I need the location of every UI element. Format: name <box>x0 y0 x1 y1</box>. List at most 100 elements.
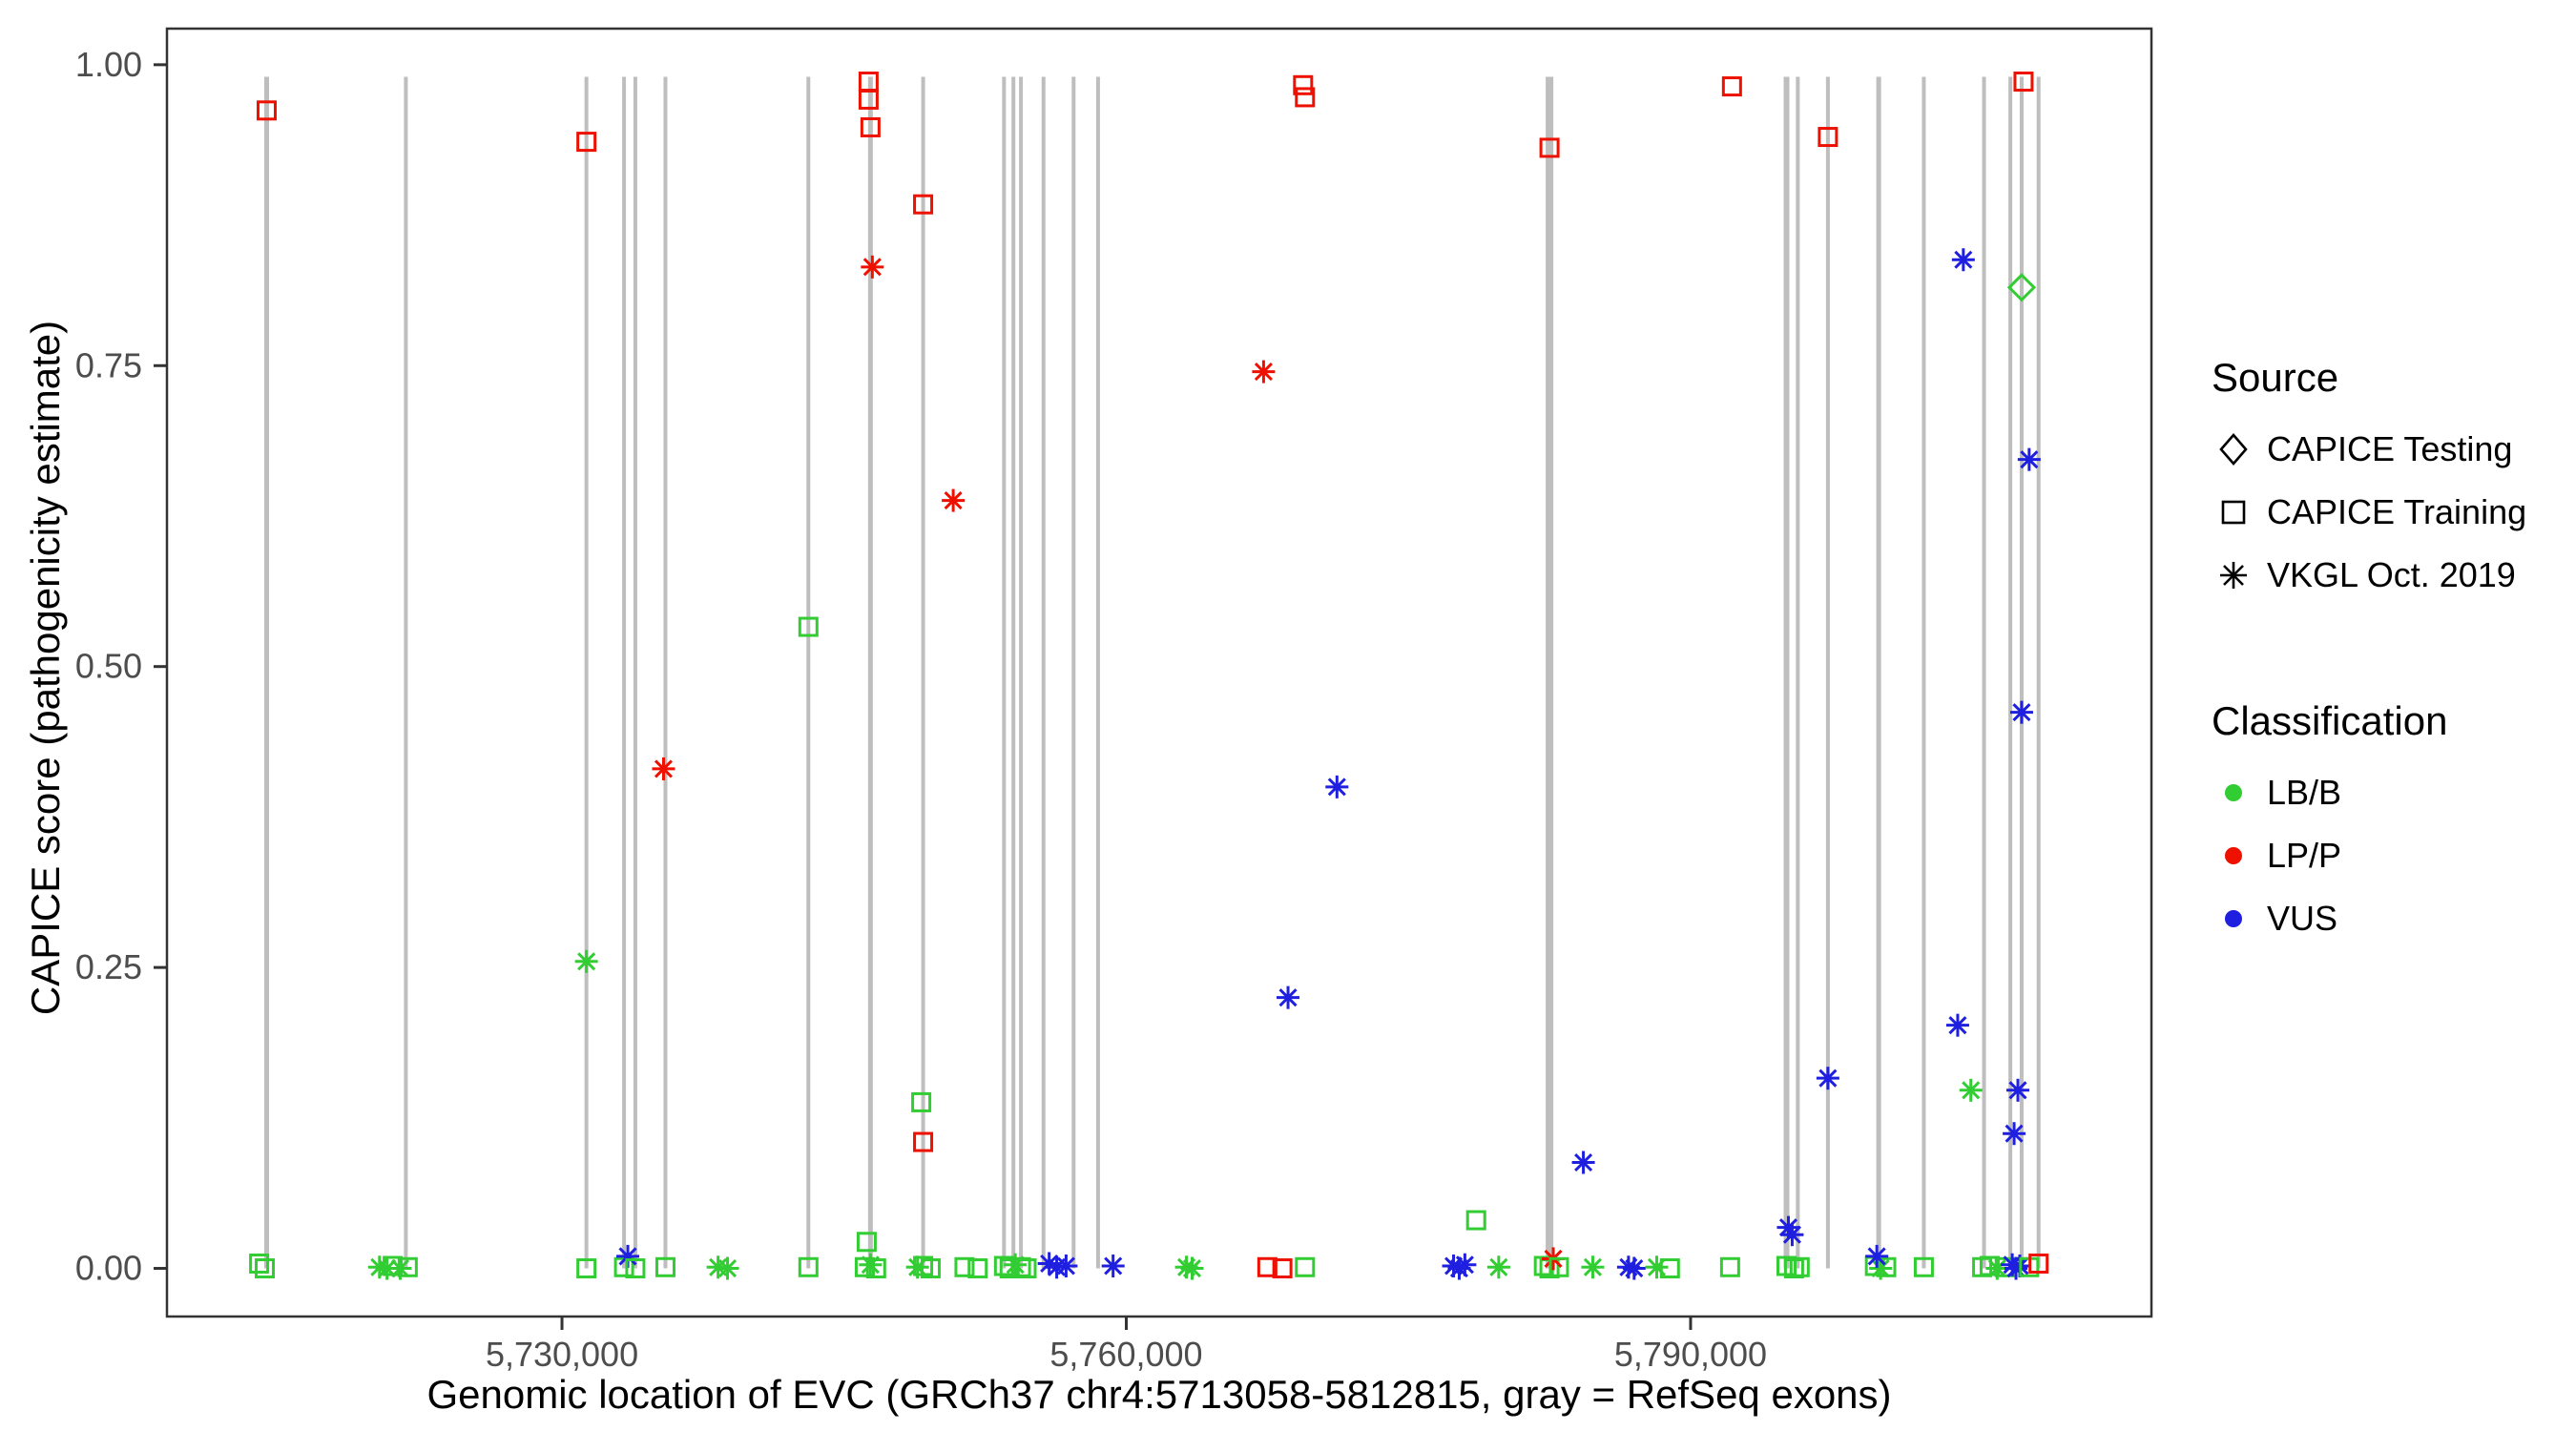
data-point <box>2012 703 2031 722</box>
data-point <box>2005 1124 2024 1143</box>
data-point <box>1016 1258 1037 1279</box>
legend-source-title: Source <box>2212 355 2339 400</box>
y-axis-title: CAPICE score (pathogenicity estimate) <box>23 320 68 1016</box>
data-point <box>858 89 879 110</box>
data-point <box>1954 250 1973 269</box>
data-point <box>1327 778 1346 797</box>
legend-label: CAPICE Testing <box>2267 429 2513 468</box>
red-dot-icon <box>2212 834 2255 878</box>
data-point <box>1272 1258 1293 1279</box>
data-point <box>798 616 819 637</box>
legend-item-lbb: LB/B <box>2212 761 2574 824</box>
diamond-icon <box>2212 427 2255 471</box>
data-point <box>2006 273 2037 302</box>
data-point <box>1056 1256 1075 1275</box>
data-point <box>249 1253 270 1274</box>
data-point <box>1583 1257 1602 1276</box>
data-point <box>2013 72 2034 93</box>
x-tick-label: 5,790,000 <box>1614 1335 1767 1374</box>
data-point <box>1818 1068 1838 1088</box>
data-point <box>1489 1257 1508 1276</box>
legend: Source CAPICE Testing CAPICE Training <box>2212 355 2574 950</box>
data-point <box>944 491 963 510</box>
legend-label: VKGL Oct. 2019 <box>2267 555 2516 594</box>
legend-item-lpp: LP/P <box>2212 824 2574 887</box>
data-point <box>1871 1258 1890 1278</box>
data-point <box>1962 1081 1981 1100</box>
data-point <box>2008 1081 2027 1100</box>
data-point <box>1789 1256 1810 1277</box>
data-point <box>1257 1256 1278 1277</box>
legend-classification-section: Classification LB/B LP/P VUS <box>2212 698 2574 950</box>
data-point <box>577 952 596 971</box>
data-point <box>1782 1225 1801 1244</box>
data-point <box>1867 1247 1886 1266</box>
data-point <box>2020 450 2039 469</box>
data-point <box>862 258 882 277</box>
blue-dot-icon <box>2212 897 2255 941</box>
data-point <box>1539 137 1560 158</box>
data-point <box>2028 1253 2049 1274</box>
green-dot-icon <box>2212 771 2255 815</box>
data-point <box>1293 74 1314 95</box>
legend-item-vkgl: VKGL Oct. 2019 <box>2212 544 2574 607</box>
asterisk-icon <box>2212 553 2255 597</box>
data-point <box>256 100 277 121</box>
data-point <box>654 1256 675 1277</box>
y-tick-label: 0.00 <box>75 1249 142 1288</box>
data-point <box>1104 1256 1123 1275</box>
y-tick-label: 1.00 <box>75 45 142 84</box>
data-point <box>1818 127 1839 148</box>
data-point <box>860 116 881 137</box>
data-point <box>1778 1218 1798 1237</box>
data-point <box>856 1232 877 1253</box>
data-point <box>1040 1254 1059 1274</box>
legend-item-capice-testing: CAPICE Testing <box>2212 418 2574 481</box>
data-point <box>1295 87 1316 108</box>
data-point <box>625 1258 646 1279</box>
legend-item-capice-training: CAPICE Training <box>2212 481 2574 544</box>
data-point <box>865 1258 886 1279</box>
x-tick-label: 5,730,000 <box>486 1335 638 1374</box>
data-point <box>1948 1016 1967 1035</box>
legend-item-vus: VUS <box>2212 887 2574 950</box>
legend-label: CAPICE Training <box>2267 492 2527 531</box>
data-point <box>1721 76 1742 97</box>
legend-source-section: Source CAPICE Testing CAPICE Training <box>2212 355 2574 607</box>
data-point <box>913 1131 934 1152</box>
y-tick-label: 0.75 <box>75 345 142 384</box>
data-point <box>378 1258 397 1278</box>
x-axis-title: Genomic location of EVC (GRCh37 chr4:571… <box>426 1372 1892 1417</box>
data-point <box>911 1091 932 1112</box>
data-point <box>1719 1256 1740 1277</box>
data-point <box>1548 1256 1569 1277</box>
data-point <box>954 1256 975 1277</box>
data-point <box>717 1258 737 1278</box>
data-point <box>920 1258 941 1279</box>
data-point <box>1295 1256 1316 1277</box>
legend-label: LB/B <box>2267 773 2342 812</box>
data-point <box>1913 1256 1934 1277</box>
data-point <box>255 1258 276 1279</box>
data-point <box>1182 1258 1202 1278</box>
data-point <box>967 1258 988 1279</box>
data-point <box>576 132 597 153</box>
data-point <box>1574 1152 1593 1172</box>
data-point <box>397 1256 418 1277</box>
panel-border <box>165 27 2153 1318</box>
legend-label: LP/P <box>2267 836 2342 875</box>
data-point <box>576 1258 597 1279</box>
data-point <box>1625 1258 1644 1278</box>
legend-label: VUS <box>2267 899 2338 938</box>
data-point <box>618 1247 637 1266</box>
y-tick-label: 0.25 <box>75 947 142 986</box>
legend-classification-title: Classification <box>2212 698 2448 743</box>
square-icon <box>2212 490 2255 534</box>
data-point <box>1278 988 1298 1007</box>
data-point <box>1659 1258 1680 1279</box>
data-point <box>654 759 674 778</box>
y-tick-label: 0.50 <box>75 647 142 686</box>
data-point <box>1254 363 1273 382</box>
